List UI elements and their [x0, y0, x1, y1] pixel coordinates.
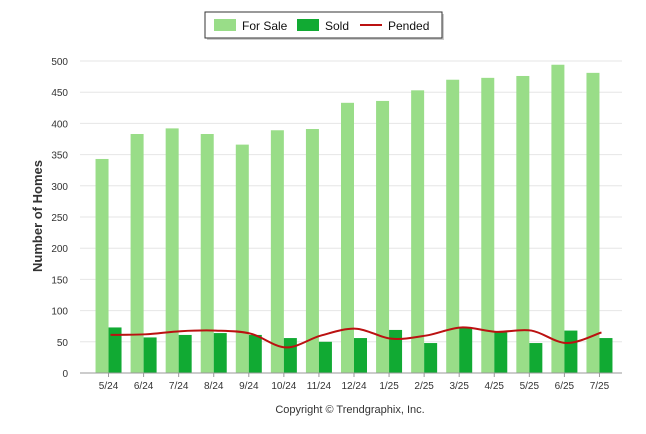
bar-sold: [354, 338, 367, 373]
bar-for-sale: [586, 72, 600, 373]
bar-sold: [389, 329, 403, 373]
legend-swatch-sold: [297, 19, 319, 31]
bar-sold: [108, 327, 122, 373]
pended-line: [110, 326, 602, 349]
bar-for-sale: [446, 79, 460, 373]
bar-for-sale: [200, 134, 214, 373]
bar-for-sale: [305, 129, 319, 373]
bar-for-sale: [516, 75, 530, 373]
bar-sold: [213, 333, 227, 373]
legend-label-sold: Sold: [325, 19, 349, 33]
y-axis-ticks: 0 50 100 150 200 250 300 350 400 450 500: [51, 57, 68, 380]
bar-sold: [494, 332, 508, 373]
x-tick-label: 6/25: [555, 381, 575, 392]
bar-sold: [143, 337, 157, 373]
bar-sold: [283, 338, 297, 373]
y-tick-label: 200: [51, 244, 68, 255]
y-tick-label: 350: [51, 151, 68, 162]
bar-for-sale: [481, 77, 495, 374]
x-tick-label: 7/24: [169, 381, 189, 392]
y-tick-label: 400: [51, 119, 68, 130]
y-tick-label: 150: [51, 275, 68, 286]
x-tick-label: 5/25: [520, 381, 540, 392]
x-tick-label: 6/24: [134, 381, 154, 392]
x-tick-label: 1/25: [379, 381, 399, 392]
x-tick-label: 7/25: [590, 381, 610, 392]
bar-for-sale: [376, 100, 390, 373]
line-pended: [110, 326, 602, 349]
y-tick-label: 50: [57, 338, 69, 349]
bar-sold: [424, 343, 438, 373]
bar-for-sale: [95, 158, 109, 373]
legend-label-for-sale: For Sale: [242, 19, 288, 33]
y-tick-label: 300: [51, 182, 68, 193]
legend: For Sale Sold Pended: [204, 11, 444, 40]
bar-for-sale: [235, 144, 249, 373]
x-tick-label: 11/24: [307, 381, 332, 392]
bar-sold: [529, 343, 543, 373]
legend-label-pended: Pended: [388, 19, 429, 33]
bar-sold: [599, 338, 613, 373]
x-tick-label: 8/24: [204, 381, 224, 392]
legend-swatch-for-sale: [214, 19, 236, 31]
y-tick-label: 100: [51, 307, 68, 318]
bar-sold: [248, 334, 262, 373]
x-tick-label: 10/24: [271, 381, 296, 392]
bar-for-sale: [551, 64, 565, 373]
bar-for-sale: [130, 134, 144, 373]
x-tick-label: 5/24: [99, 381, 119, 392]
y-tick-label: 450: [51, 88, 68, 99]
bar-sold: [564, 330, 578, 373]
x-tick-label: 3/25: [449, 381, 469, 392]
y-tick-label: 250: [51, 213, 68, 224]
bar-for-sale: [165, 128, 179, 373]
bar-sold: [318, 341, 332, 373]
bar-sold: [459, 327, 473, 373]
x-tick-label: 4/25: [485, 381, 505, 392]
copyright-credit: Copyright © Trendgraphix, Inc.: [275, 404, 424, 416]
bar-for-sale: [270, 130, 284, 373]
bar-sold: [178, 334, 192, 373]
y-axis-title: Number of Homes: [30, 160, 45, 272]
x-tick-label: 12/24: [341, 381, 366, 392]
bar-for-sale: [341, 102, 354, 374]
x-tick-label: 9/24: [239, 381, 259, 392]
bars: [95, 64, 613, 374]
x-tick-label: 2/25: [414, 381, 434, 392]
bar-for-sale: [411, 90, 425, 373]
y-tick-label: 500: [51, 57, 68, 68]
y-tick-label: 0: [62, 369, 68, 380]
x-axis-ticks: 5/24 6/24 7/24 8/24 9/24 10/24 11/24 12/24 1/25 2…: [99, 373, 610, 392]
